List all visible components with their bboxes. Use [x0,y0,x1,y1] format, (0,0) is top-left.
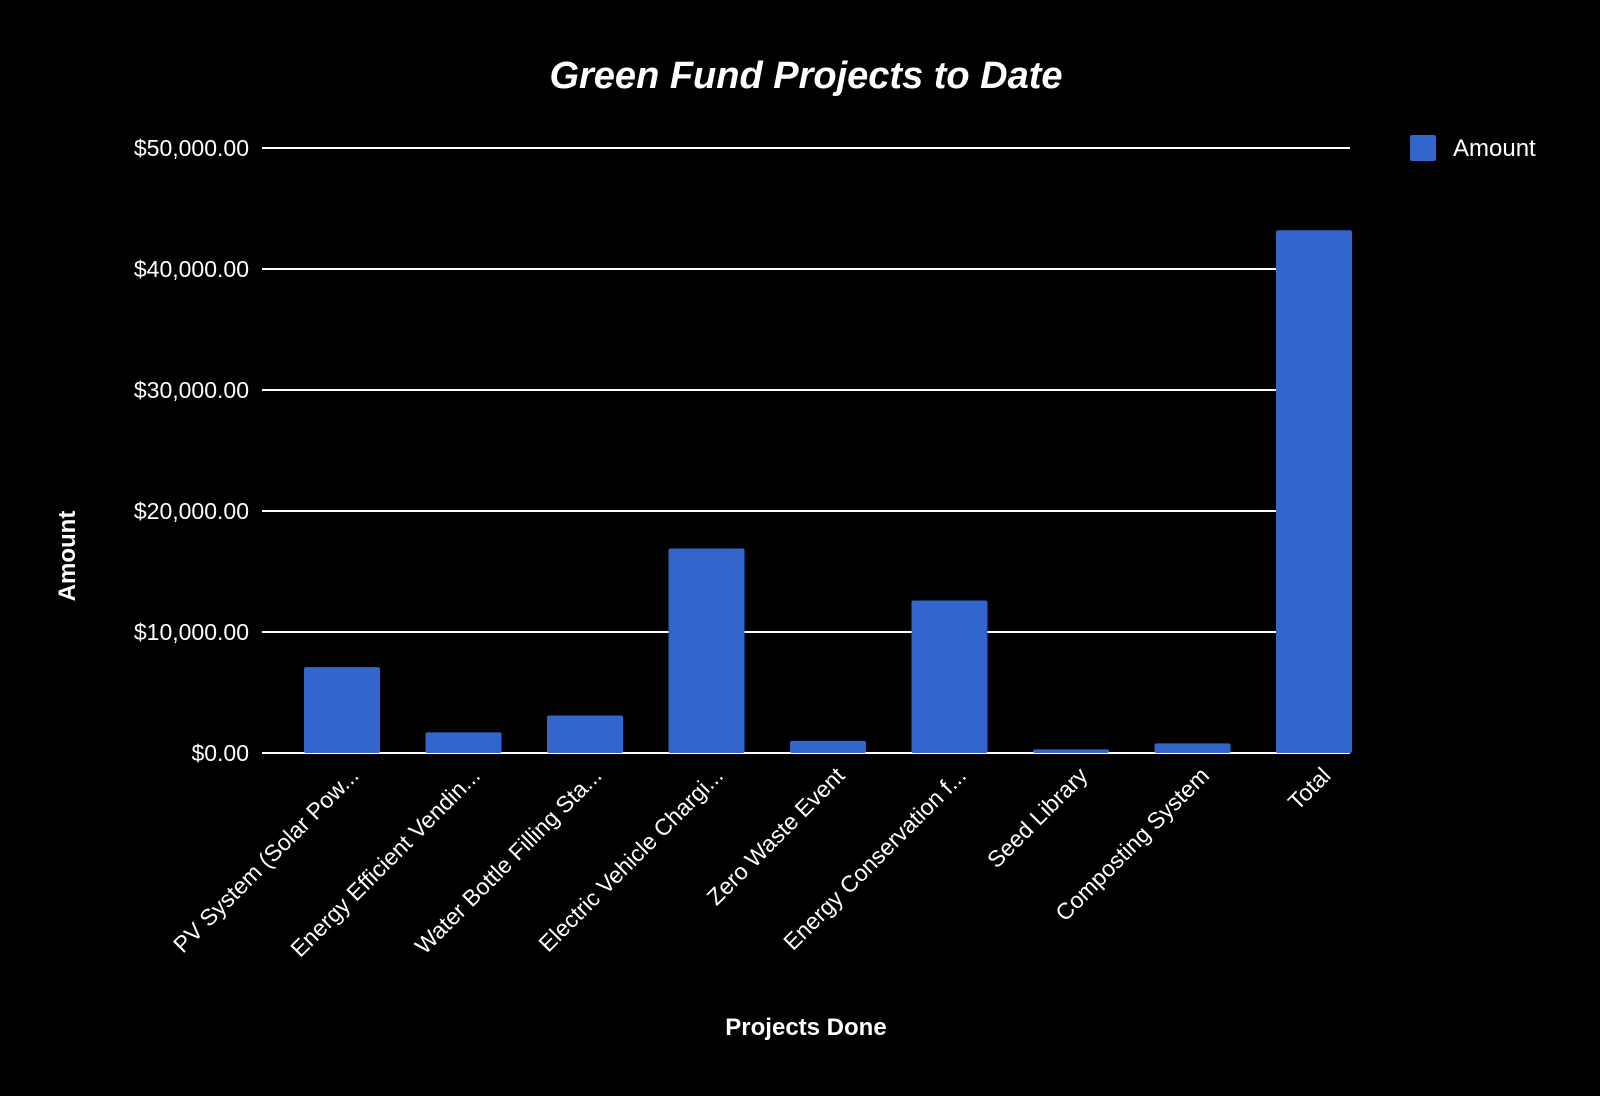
y-tick-label: $10,000.00 [134,619,249,645]
bar [304,667,380,753]
legend-swatch [1410,135,1436,161]
y-tick-label: $50,000.00 [134,135,249,161]
bar [1276,230,1352,753]
x-tick-label: Total [1283,762,1336,815]
bar [547,715,623,753]
x-axis-tick-labels: PV System (Solar Pow...Energy Efficient … [168,762,1336,962]
bar [1154,743,1231,753]
bars [304,230,1352,753]
legend-label: Amount [1453,135,1536,162]
y-tick-label: $0.00 [191,740,249,766]
y-tick-label: $30,000.00 [134,377,249,403]
bar [425,732,502,753]
x-tick-label: Seed Library [982,762,1093,873]
chart-title: Green Fund Projects to Date [549,55,1062,97]
y-axis-tick-labels: $0.00 $10,000.00 $20,000.00 $30,000.00 $40,0… [134,135,249,766]
bar [1033,749,1109,753]
y-tick-label: $20,000.00 [134,498,249,524]
y-axis-title: Amount [54,511,81,602]
y-tick-label: $40,000.00 [134,256,249,282]
x-axis-title: Projects Done [725,1014,886,1041]
bar [911,600,988,753]
bar [790,740,866,753]
gridlines [262,147,1350,754]
legend: Amount [1410,135,1536,162]
bar [668,548,745,753]
